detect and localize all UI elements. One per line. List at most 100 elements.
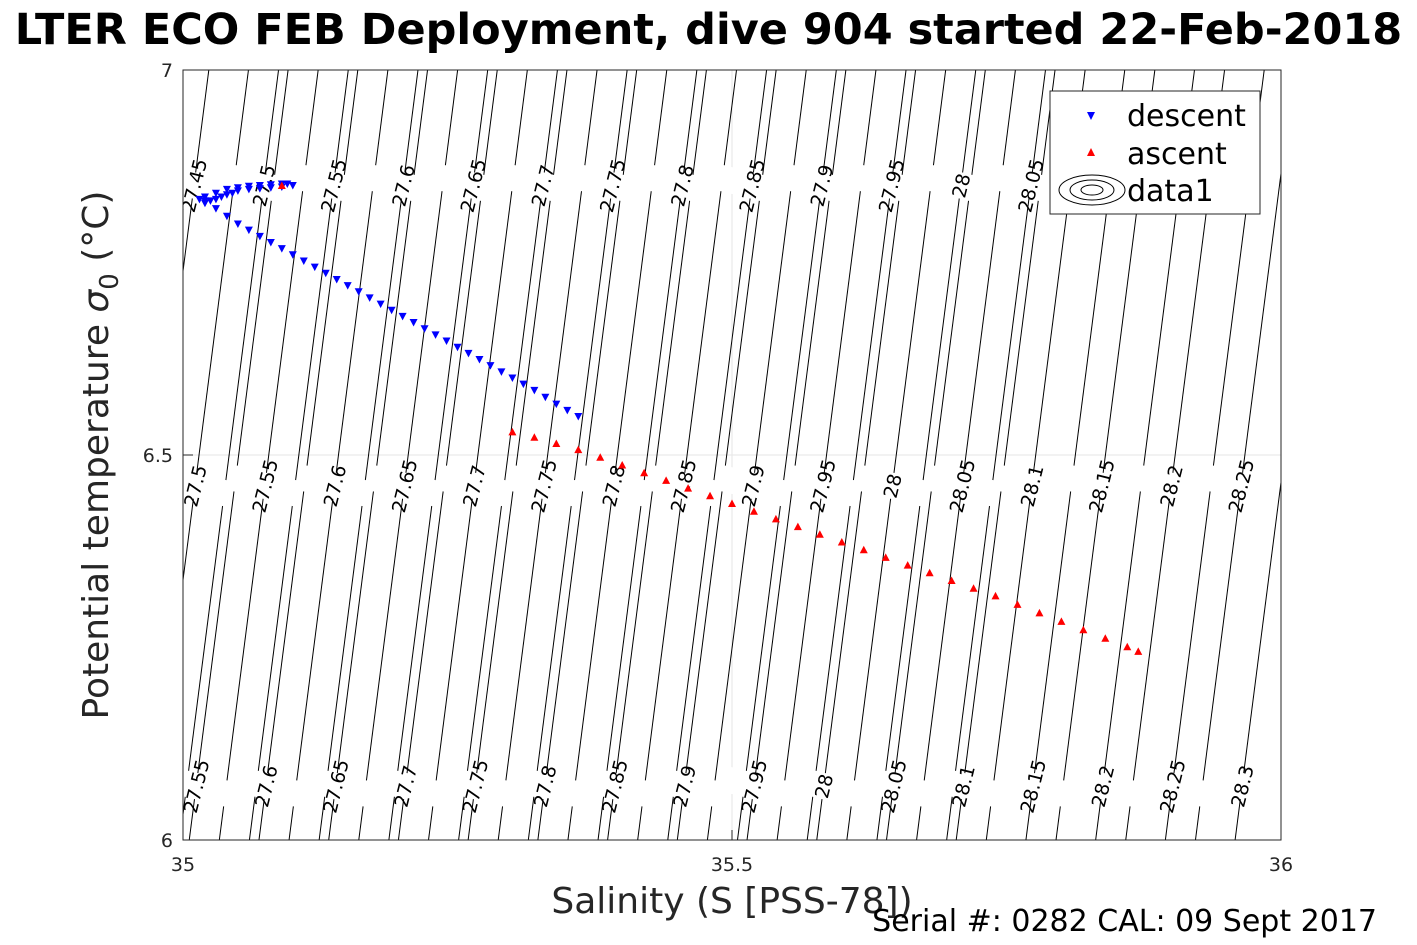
descent-point	[299, 257, 308, 265]
descent-point	[431, 331, 440, 339]
ascent-point	[1123, 642, 1132, 651]
isopycnal-label-background	[230, 765, 302, 807]
descent-point	[563, 406, 572, 415]
ascent-point	[508, 427, 517, 436]
descent-point	[420, 325, 429, 333]
descent-point	[266, 238, 275, 247]
ascent-point	[1101, 634, 1110, 642]
descent-point	[222, 191, 231, 199]
isopycnal-label-background	[716, 164, 787, 207]
legend-label-data1: data1	[1127, 174, 1214, 209]
isopycnal-line	[567, 70, 668, 840]
descent-point	[475, 356, 484, 364]
ascent-point	[574, 445, 583, 454]
isopycnal-label-background	[787, 465, 858, 507]
descent-point	[222, 212, 231, 221]
legend-marker-contour	[1058, 174, 1126, 206]
ascent-point	[728, 499, 736, 508]
legend-label-descent: descent	[1127, 99, 1246, 134]
descent-point	[244, 226, 253, 235]
isopycnal-label-background	[183, 164, 230, 207]
descent-point	[255, 232, 264, 241]
descent-point	[233, 184, 242, 192]
descent-point	[519, 380, 528, 389]
descent-point	[497, 368, 506, 376]
ascent-point	[881, 553, 890, 561]
isopycnal-label-background	[1205, 465, 1277, 507]
isopycnal-label-background	[925, 164, 997, 207]
descent-point	[486, 362, 495, 370]
descent-point	[541, 393, 550, 402]
ascent-point	[662, 476, 671, 484]
y-axis-label: Potential temperature σ0 (°C)	[76, 191, 125, 720]
y-axis-label-subscript: 0	[95, 273, 125, 290]
isopycnal-line	[288, 70, 389, 840]
isopycnal-line	[776, 70, 877, 840]
isopycnal-label-background	[507, 164, 578, 207]
descent-point	[530, 386, 539, 395]
ascent-point	[859, 545, 868, 554]
isopycnal-label-background	[183, 465, 231, 507]
data-points	[195, 180, 1143, 655]
isopycnal-label-background	[717, 465, 789, 507]
isopycnal-label-background	[437, 164, 509, 207]
ascent-point	[925, 568, 934, 577]
ascent-point	[947, 576, 956, 585]
isopycnal-label-background	[438, 465, 510, 507]
isopycnal-label-background	[1066, 465, 1137, 507]
isopycnal-line	[497, 70, 598, 840]
descent-point	[310, 263, 319, 272]
ascent-point	[684, 484, 693, 492]
density-contour-labels: 27.45 27.5 27.55 27.6 27.65 27.7 27.75 27.8 27.8…	[183, 157, 1278, 815]
descent-point	[321, 269, 330, 278]
isopycnal-line	[637, 70, 737, 840]
isopycnal-line	[1194, 169, 1281, 840]
ascent-point	[749, 507, 758, 515]
isopycnal-line	[183, 70, 249, 584]
isopycnal-label-background	[646, 164, 718, 207]
isopycnal-label-background	[926, 465, 998, 507]
isopycnal-label-background	[508, 465, 579, 507]
descent-point	[376, 300, 385, 309]
descent-point	[365, 294, 374, 302]
ascent-point	[552, 439, 561, 447]
descent-point	[211, 205, 220, 213]
isopycnal-label-background	[369, 465, 440, 507]
isopycnal-label-background	[856, 164, 927, 207]
isopycnal-label-background	[1137, 765, 1208, 807]
isopycnal-line	[1234, 478, 1281, 840]
legend-marker-ascent	[1087, 148, 1095, 156]
serial-calibration-note: Serial #: 0282 CAL: 09 Sept 2017	[872, 904, 1377, 939]
x-tick-label: 36	[1269, 854, 1293, 876]
isopycnal-label-background	[786, 164, 857, 207]
ascent-point	[815, 530, 824, 538]
isopycnal-label-background	[858, 765, 929, 807]
isopycnal-label-background	[788, 765, 859, 807]
x-tick-label: 35	[171, 854, 195, 876]
y-tick-label: 6	[161, 830, 173, 852]
isopycnal-line	[916, 70, 1016, 840]
legend-label-ascent: ascent	[1127, 137, 1227, 172]
chart-title: LTER ECO FEB Deployment, dive 904 starte…	[14, 5, 1403, 55]
y-tick-label: 6.5	[143, 445, 173, 467]
isopycnal-line	[846, 70, 947, 840]
isopycnal-label-background	[995, 164, 1066, 207]
isopycnal-label-background	[1136, 465, 1207, 507]
isopycnal-label-background	[996, 465, 1067, 507]
isopycnal-label-background	[367, 164, 439, 207]
ascent-point	[903, 561, 912, 569]
ascent-point	[793, 522, 802, 531]
isopycnal-label-background	[370, 765, 441, 807]
isopycnal-line	[428, 70, 528, 840]
descent-point	[200, 193, 209, 202]
isopycnal-label-background	[1067, 765, 1138, 807]
axis-ticks: 35 35.5 36 6 6.5 7	[143, 60, 1293, 876]
ascent-point	[640, 468, 649, 477]
x-tick-label: 35.5	[711, 854, 753, 876]
isopycnal-line	[218, 70, 319, 840]
ascent-point	[1134, 647, 1143, 655]
y-tick-label: 7	[161, 60, 173, 82]
isopycnal-label-background	[298, 164, 369, 207]
descent-point	[283, 180, 292, 188]
isopycnal-label-background	[299, 465, 370, 507]
